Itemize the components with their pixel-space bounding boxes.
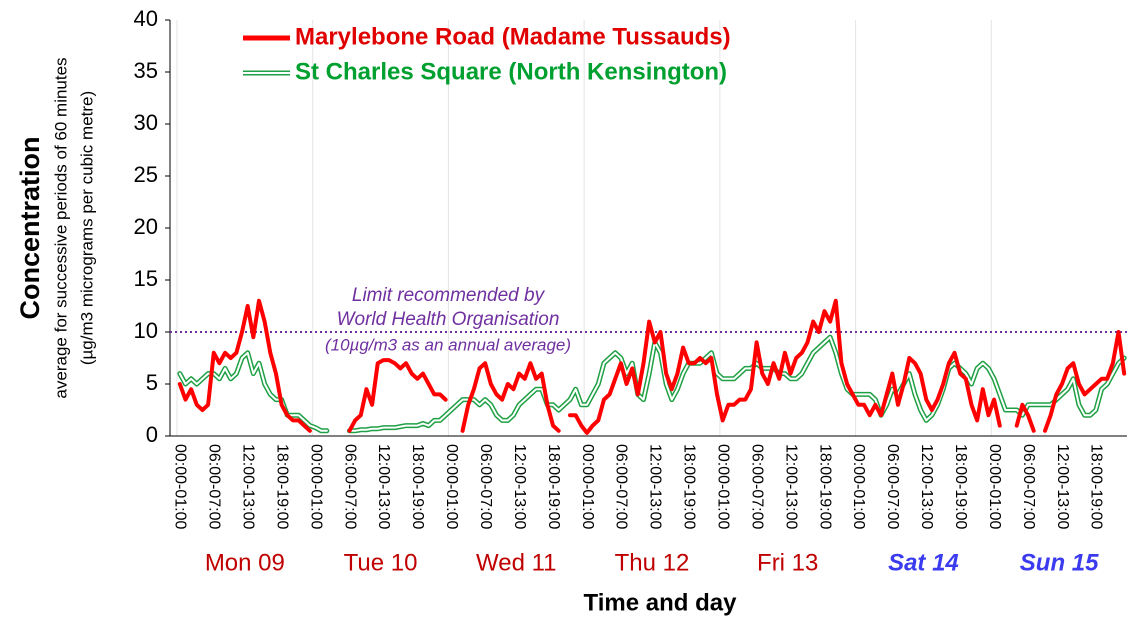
y-tick-label: 0 (146, 422, 158, 447)
x-tick-label: 06:00-07:00 (884, 444, 901, 530)
series-line (177, 298, 1127, 435)
x-tick-label: 00:00-01:00 (307, 444, 324, 530)
x-tick-label: 12:00-13:00 (782, 444, 799, 530)
y-tick-label: 10 (134, 318, 158, 343)
y-tick-label: 40 (134, 6, 158, 31)
day-label: Thu 12 (615, 549, 690, 576)
y-axis-subtitle: (µg/m3 micrograms per cubic metre) (77, 91, 96, 365)
y-axis-subtitle: average for successive periods of 60 min… (51, 57, 70, 398)
x-tick-label: 00:00-01:00 (172, 444, 189, 530)
y-tick-label: 35 (134, 58, 158, 83)
legend-label: St Charles Square (North Kensington) (295, 58, 727, 85)
x-tick-label: 12:00-13:00 (375, 444, 392, 530)
x-tick-label: 18:00-19:00 (816, 444, 833, 530)
x-tick-label: 00:00-01:00 (986, 444, 1003, 530)
y-tick-label: 15 (134, 266, 158, 291)
x-tick-label: 18:00-19:00 (952, 444, 969, 530)
day-label: Mon 09 (205, 549, 285, 576)
x-tick-label: 12:00-13:00 (918, 444, 935, 530)
x-tick-label: 12:00-13:00 (1054, 444, 1071, 530)
x-axis-title: Time and day (584, 589, 738, 616)
y-tick-label: 30 (134, 110, 158, 135)
x-tick-label: 06:00-07:00 (206, 444, 223, 530)
reference-label: World Health Organisation (337, 309, 560, 330)
y-tick-label: 20 (134, 214, 158, 239)
day-label: Tue 10 (344, 549, 418, 576)
day-label: Sat 14 (888, 549, 959, 576)
x-tick-label: 06:00-07:00 (613, 444, 630, 530)
x-tick-label: 18:00-19:00 (409, 444, 426, 530)
x-tick-label: 18:00-19:00 (681, 444, 698, 530)
y-axis-title: Concentration (15, 136, 45, 319)
x-tick-label: 06:00-07:00 (748, 444, 765, 530)
x-tick-label: 06:00-07:00 (341, 444, 358, 530)
series-line (177, 334, 1127, 434)
x-tick-label: 00:00-01:00 (714, 444, 731, 530)
x-tick-label: 18:00-19:00 (273, 444, 290, 530)
day-label: Wed 11 (476, 549, 557, 576)
x-tick-label: 12:00-13:00 (239, 444, 256, 530)
legend-label: Marylebone Road (Madame Tussauds) (295, 23, 731, 50)
x-tick-label: 12:00-13:00 (647, 444, 664, 530)
reference-label: (10µg/m3 as an annual average) (325, 335, 571, 354)
x-tick-label: 06:00-07:00 (477, 444, 494, 530)
y-tick-label: 5 (146, 370, 158, 395)
x-tick-label: 06:00-07:00 (1020, 444, 1037, 530)
x-tick-label: 12:00-13:00 (511, 444, 528, 530)
x-tick-label: 18:00-19:00 (1088, 444, 1105, 530)
reference-label: Limit recommended by (352, 285, 546, 306)
day-label: Fri 13 (757, 549, 818, 576)
series-line-inner (178, 336, 1126, 432)
x-tick-label: 00:00-01:00 (443, 444, 460, 530)
x-tick-label: 00:00-01:00 (850, 444, 867, 530)
x-tick-label: 18:00-19:00 (545, 444, 562, 530)
y-tick-label: 25 (134, 162, 158, 187)
x-tick-label: 00:00-01:00 (579, 444, 596, 530)
day-label: Sun 15 (1020, 549, 1099, 576)
